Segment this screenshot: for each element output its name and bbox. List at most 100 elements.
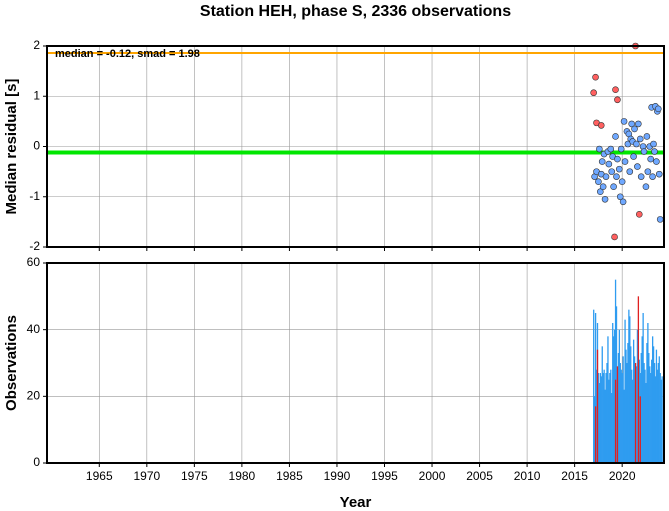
bar (616, 366, 619, 463)
bar (654, 376, 657, 463)
bar (635, 366, 638, 463)
bar (648, 353, 650, 463)
bar (658, 356, 660, 463)
bar (618, 329, 621, 463)
bar (630, 346, 632, 463)
bar (606, 363, 608, 463)
bar (608, 379, 610, 463)
point (602, 173, 610, 180)
bar (598, 383, 601, 463)
point (644, 168, 652, 175)
bar (610, 369, 612, 463)
point (654, 105, 662, 113)
bar (639, 396, 641, 463)
point (592, 73, 599, 81)
point (610, 183, 617, 190)
y-tick-label: 0 (33, 455, 40, 469)
bar (622, 356, 624, 463)
x-tick-label: 2005 (466, 469, 493, 483)
bar (632, 379, 634, 463)
bar (611, 393, 613, 463)
bar (604, 389, 606, 463)
bar (657, 363, 659, 463)
point (626, 168, 634, 175)
point (614, 155, 621, 163)
bar (642, 313, 644, 463)
bar (651, 336, 654, 463)
point (612, 86, 619, 94)
point (636, 135, 644, 143)
bar (629, 316, 631, 463)
y-tick-label: -1 (29, 189, 40, 203)
bar (619, 363, 621, 463)
bar (650, 373, 652, 463)
bar (651, 359, 653, 463)
point (616, 193, 624, 201)
point (590, 89, 597, 97)
point (597, 188, 604, 196)
point (620, 118, 628, 125)
bar (603, 369, 605, 463)
x-tick-label: 1980 (229, 469, 256, 483)
bar (643, 363, 645, 463)
bar (640, 353, 642, 463)
point (599, 183, 607, 190)
point (642, 183, 650, 190)
point (656, 216, 664, 223)
point (630, 153, 637, 160)
bar (631, 369, 633, 463)
bar (624, 319, 626, 463)
chart-title: Station HEH, phase S, 2336 observations (200, 3, 511, 20)
bar (652, 346, 655, 463)
point (643, 133, 651, 140)
bar (595, 369, 598, 463)
bar (647, 323, 649, 463)
bar (661, 376, 663, 463)
bar (594, 406, 597, 463)
point (619, 198, 627, 206)
bar (638, 359, 640, 463)
point (601, 195, 609, 203)
bar (649, 366, 651, 463)
point (655, 170, 663, 178)
y-tick-label: 60 (27, 255, 41, 269)
point (597, 122, 605, 129)
bar (596, 349, 599, 463)
bar (625, 349, 627, 463)
point (607, 145, 615, 153)
bar (597, 373, 600, 463)
x-tick-label: 1975 (181, 469, 208, 483)
bar (637, 296, 640, 463)
bar (609, 373, 611, 463)
y-axis-label: Median residual [s] (3, 79, 20, 215)
point (633, 140, 640, 148)
bar (653, 363, 656, 463)
x-tick-label: 2000 (419, 469, 446, 483)
bar (645, 383, 647, 463)
bar (660, 379, 662, 463)
bar (599, 373, 602, 463)
point (640, 148, 648, 155)
plot-frame (46, 45, 665, 248)
plot-frame (46, 262, 665, 464)
bar (620, 369, 622, 463)
point (605, 160, 613, 168)
bar (600, 376, 602, 463)
point (612, 133, 619, 140)
bar (628, 309, 630, 463)
point (595, 178, 602, 185)
point (651, 148, 658, 155)
bar (605, 373, 607, 463)
point (649, 173, 656, 180)
point (616, 165, 623, 173)
x-tick-label: 1995 (371, 469, 398, 483)
y-tick-label: 1 (33, 88, 40, 102)
x-tick-label: 1965 (86, 469, 113, 483)
point (635, 211, 643, 218)
plot-area (47, 263, 664, 463)
bar (593, 396, 596, 463)
x-tick-label: 2015 (561, 469, 588, 483)
bar (593, 309, 595, 463)
